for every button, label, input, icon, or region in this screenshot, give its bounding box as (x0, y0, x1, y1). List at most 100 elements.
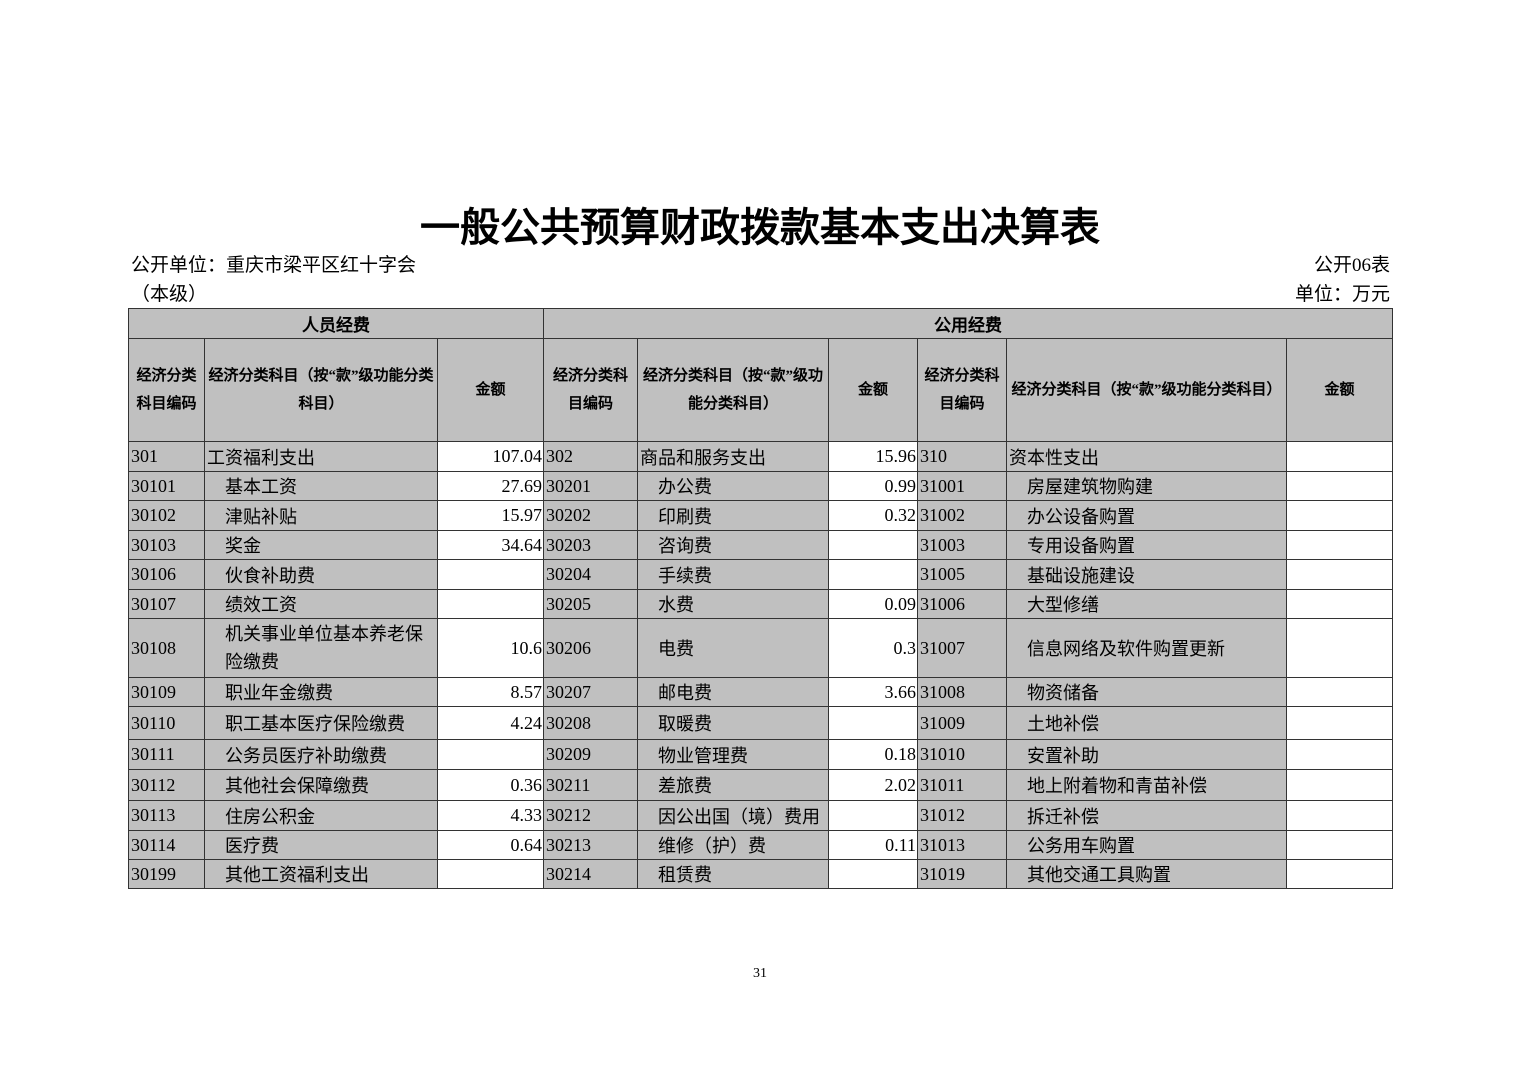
amount-cell: 0.18 (828, 739, 919, 770)
page-title: 一般公共预算财政拨款基本支出决算表 (420, 205, 1100, 250)
name-cell: 安置补助 (1006, 739, 1288, 770)
amount-cell (828, 800, 919, 831)
table-row: 30112 其他社会保障缴费 0.36 30211 差旅费 2.02 31011 地上附着物和… (128, 769, 1394, 801)
code-cell: 310 (917, 441, 1008, 472)
code-cell: 31019 (917, 859, 1008, 889)
code-cell: 30109 (128, 677, 205, 707)
code-cell: 30114 (128, 830, 205, 860)
group-personnel: 人员经费 (127, 308, 545, 339)
code-cell: 31006 (917, 589, 1008, 619)
amount-cell: 8.57 (436, 677, 545, 707)
table-row: 30114 医疗费 0.64 30213 维修（护）费 0.11 31013 公务用车购置 (128, 830, 1394, 860)
code-cell: 30202 (543, 500, 639, 531)
name-cell: 水费 (637, 589, 830, 619)
amount-cell (1286, 677, 1394, 707)
name-cell: 办公设备购置 (1006, 500, 1288, 531)
amount-cell (1286, 739, 1394, 770)
name-cell: 物资储备 (1006, 677, 1288, 707)
name-cell: 工资福利支出 (204, 441, 438, 472)
name-cell: 印刷费 (637, 500, 830, 531)
header-amount: 金额 (436, 338, 545, 442)
amount-cell: 0.11 (828, 830, 919, 860)
name-cell: 公务用车购置 (1006, 830, 1288, 860)
code-cell: 31011 (917, 769, 1008, 801)
code-cell: 301 (128, 441, 205, 472)
page-number: 31 (753, 966, 767, 981)
amount-cell (828, 530, 919, 560)
code-cell: 30206 (543, 618, 639, 678)
amount-cell (828, 559, 919, 590)
amount-cell: 0.64 (436, 830, 545, 860)
currency-unit: 单位：万元 (1294, 284, 1390, 305)
code-cell: 30106 (128, 559, 205, 590)
code-cell: 30110 (128, 706, 205, 740)
header-code: 经济分类科目编码 (128, 338, 205, 442)
name-cell: 手续费 (637, 559, 830, 590)
code-cell: 30101 (128, 471, 205, 501)
amount-cell: 15.96 (828, 441, 919, 472)
name-cell: 机关事业单位基本养老保险缴费 (204, 618, 438, 678)
amount-cell: 107.04 (436, 441, 545, 472)
name-cell: 绩效工资 (204, 589, 438, 619)
code-cell: 31009 (917, 706, 1008, 740)
amount-cell (1286, 859, 1394, 889)
table-row: 30101 基本工资 27.69 30201 办公费 0.99 31001 房屋建筑物购建 (128, 471, 1394, 501)
name-cell: 其他工资福利支出 (204, 859, 438, 889)
amount-cell (1286, 500, 1394, 531)
code-cell: 31013 (917, 830, 1008, 860)
code-cell: 30201 (543, 471, 639, 501)
form-info: 公开06表 单位：万元 (1295, 251, 1390, 309)
code-cell: 30113 (128, 800, 205, 831)
amount-cell: 0.36 (436, 769, 545, 801)
table-row: 30110 职工基本医疗保险缴费 4.24 30208 取暖费 31009 土地补偿 (128, 706, 1394, 740)
code-cell: 30204 (543, 559, 639, 590)
name-cell: 职业年金缴费 (204, 677, 438, 707)
column-header-row: 经济分类科目编码 经济分类科目（按“款”级功能分类科目） 金额 经济分类科目编码… (128, 338, 1394, 442)
code-cell: 30211 (543, 769, 639, 801)
name-cell: 基础设施建设 (1006, 559, 1288, 590)
name-cell: 资本性支出 (1006, 441, 1288, 472)
header-amount: 金额 (1286, 338, 1394, 442)
header-code: 经济分类科目编码 (917, 338, 1008, 442)
amount-cell: 34.64 (436, 530, 545, 560)
name-cell: 维修（护）费 (637, 830, 830, 860)
table-row: 30106 伙食补助费 30204 手续费 31005 基础设施建设 (128, 559, 1394, 590)
code-cell: 31008 (917, 677, 1008, 707)
header-code: 经济分类科目编码 (543, 338, 639, 442)
name-cell: 基本工资 (204, 471, 438, 501)
code-cell: 31007 (917, 618, 1008, 678)
name-cell: 信息网络及软件购置更新 (1006, 618, 1288, 678)
amount-cell: 4.24 (436, 706, 545, 740)
code-cell: 30213 (543, 830, 639, 860)
code-cell: 30214 (543, 859, 639, 889)
form-number: 公开06表 (1313, 255, 1390, 276)
amount-cell: 2.02 (828, 769, 919, 801)
name-cell: 伙食补助费 (204, 559, 438, 590)
name-cell: 商品和服务支出 (637, 441, 830, 472)
amount-cell: 4.33 (436, 800, 545, 831)
code-cell: 30208 (543, 706, 639, 740)
name-cell: 津贴补贴 (204, 500, 438, 531)
code-cell: 30107 (128, 589, 205, 619)
code-cell: 30102 (128, 500, 205, 531)
table-row: 30107 绩效工资 30205 水费 0.09 31006 大型修缮 (128, 589, 1394, 619)
code-cell: 30209 (543, 739, 639, 770)
amount-cell (436, 859, 545, 889)
amount-cell: 0.32 (828, 500, 919, 531)
amount-cell (1286, 441, 1394, 472)
amount-cell (1286, 559, 1394, 590)
amount-cell (436, 559, 545, 590)
name-cell: 其他交通工具购置 (1006, 859, 1288, 889)
table-row: 301 工资福利支出 107.04 302 商品和服务支出 15.96 310 资本性支出 (128, 441, 1394, 472)
code-cell: 30108 (128, 618, 205, 678)
amount-cell (1286, 530, 1394, 560)
name-cell: 电费 (637, 618, 830, 678)
amount-cell (828, 859, 919, 889)
name-cell: 专用设备购置 (1006, 530, 1288, 560)
name-cell: 取暖费 (637, 706, 830, 740)
table-row: 30199 其他工资福利支出 30214 租赁费 31019 其他交通工具购置 (128, 859, 1394, 889)
code-cell: 30205 (543, 589, 639, 619)
code-cell: 30203 (543, 530, 639, 560)
name-cell: 邮电费 (637, 677, 830, 707)
name-cell: 因公出国（境）费用 (637, 800, 830, 831)
